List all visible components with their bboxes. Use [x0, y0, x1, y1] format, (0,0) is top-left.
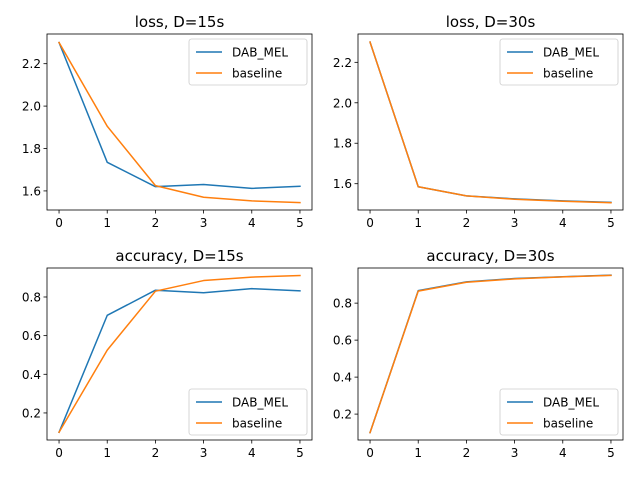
- series-line-DAB_MEL: [58, 287, 301, 434]
- x-tick-label: 3: [511, 216, 519, 230]
- x-tick-label: 1: [103, 446, 111, 460]
- chart-title: loss, D=15s: [135, 13, 225, 31]
- y-tick-label: 0.6: [22, 329, 41, 343]
- legend-label-baseline: baseline: [543, 417, 593, 431]
- x-tick-label: 0: [366, 446, 374, 460]
- series-line-baseline: [369, 274, 612, 434]
- series-line-baseline: [58, 41, 301, 204]
- x-tick-label: 1: [414, 446, 422, 460]
- y-tick-label: 0.6: [333, 334, 352, 348]
- axes-frame: [46, 267, 313, 441]
- chart-title: accuracy, D=15s: [115, 247, 243, 265]
- y-tick-label: 2.2: [22, 57, 41, 71]
- x-tick-label: 2: [463, 216, 471, 230]
- axes-frame: [357, 33, 624, 211]
- x-tick-label: 4: [559, 446, 567, 460]
- subplot-3: accuracy, D=30s 0 1 2 3 4 5 0.2 0.4 0.6 0.8 DAB_MEL…: [333, 247, 624, 460]
- x-tick-label: 5: [296, 216, 304, 230]
- legend: DAB_MEL baseline: [188, 388, 308, 436]
- y-tick-label: 1.8: [22, 142, 41, 156]
- legend-label-DAB_MEL: DAB_MEL: [232, 46, 288, 60]
- x-tick-label: 1: [414, 216, 422, 230]
- axes-frame: [357, 267, 624, 441]
- legend: DAB_MEL baseline: [499, 388, 619, 436]
- x-tick-label: 3: [200, 446, 208, 460]
- subplot-0: loss, D=15s 0 1 2 3 4 5 1.6 1.8 2.0 2.2 DAB_MELbase…: [22, 13, 313, 230]
- y-tick-label: 2.0: [333, 96, 352, 110]
- series-line-baseline: [369, 41, 612, 204]
- x-tick-label: 2: [152, 446, 160, 460]
- x-tick-label: 4: [248, 216, 256, 230]
- x-tick-label: 4: [559, 216, 567, 230]
- x-tick-label: 4: [248, 446, 256, 460]
- y-tick-label: 1.6: [333, 177, 352, 191]
- legend: DAB_MEL baseline: [499, 38, 619, 86]
- x-tick-label: 1: [103, 216, 111, 230]
- series-line-baseline: [58, 274, 301, 434]
- subplot-1: loss, D=30s 0 1 2 3 4 5 1.6 1.8 2.0 2.2 DAB_MELbase…: [333, 13, 624, 230]
- x-tick-label: 3: [200, 216, 208, 230]
- y-tick-label: 2.2: [333, 56, 352, 70]
- axes-frame: [46, 33, 313, 211]
- x-tick-label: 5: [607, 216, 615, 230]
- y-tick-label: 0.2: [333, 408, 352, 422]
- chart-title: loss, D=30s: [446, 13, 536, 31]
- x-tick-label: 2: [463, 446, 471, 460]
- legend-label-DAB_MEL: DAB_MEL: [543, 46, 599, 60]
- series-line-DAB_MEL: [58, 41, 301, 190]
- subplot-2: accuracy, D=15s 0 1 2 3 4 5 0.2 0.4 0.6 0.8 DAB_MEL…: [22, 247, 313, 460]
- x-tick-label: 5: [296, 446, 304, 460]
- y-tick-label: 0.8: [22, 290, 41, 304]
- legend: DAB_MEL baseline: [188, 38, 308, 86]
- legend-label-DAB_MEL: DAB_MEL: [232, 396, 288, 410]
- y-tick-label: 1.6: [22, 184, 41, 198]
- x-tick-label: 2: [152, 216, 160, 230]
- x-tick-label: 0: [55, 446, 63, 460]
- x-tick-label: 0: [366, 216, 374, 230]
- x-tick-label: 5: [607, 446, 615, 460]
- x-tick-label: 0: [55, 216, 63, 230]
- legend-label-baseline: baseline: [232, 67, 282, 81]
- y-tick-label: 1.8: [333, 137, 352, 151]
- x-tick-label: 3: [511, 446, 519, 460]
- y-tick-label: 0.2: [22, 406, 41, 420]
- legend-label-baseline: baseline: [543, 67, 593, 81]
- legend-label-DAB_MEL: DAB_MEL: [543, 396, 599, 410]
- y-tick-label: 0.4: [22, 368, 41, 382]
- y-tick-label: 0.8: [333, 297, 352, 311]
- y-tick-label: 2.0: [22, 100, 41, 114]
- chart-title: accuracy, D=30s: [426, 247, 554, 265]
- legend-label-baseline: baseline: [232, 417, 282, 431]
- y-tick-label: 0.4: [333, 371, 352, 385]
